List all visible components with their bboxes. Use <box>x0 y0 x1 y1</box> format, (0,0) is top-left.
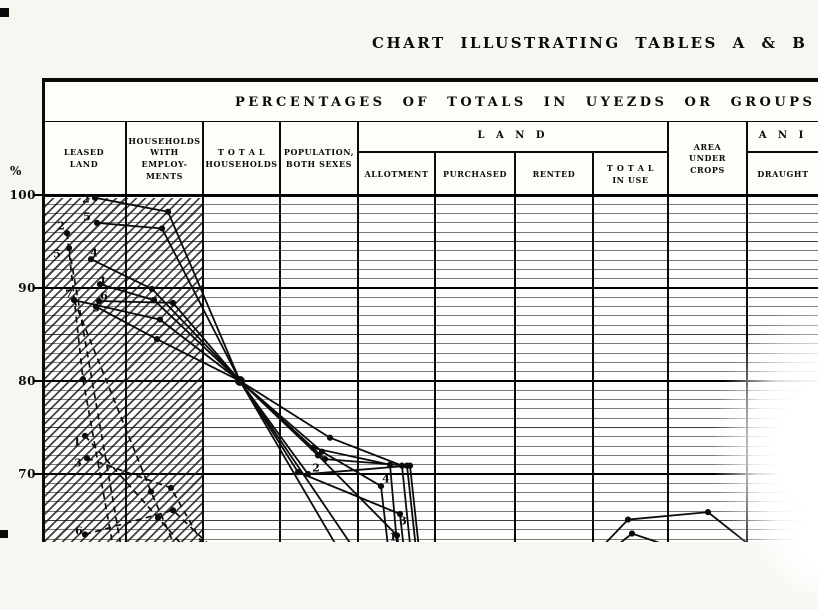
y-tick-mark <box>33 472 42 476</box>
gridline <box>42 399 818 401</box>
gridline <box>42 352 818 354</box>
col-header-allotment: ALLOTMENT <box>358 152 435 197</box>
series-number-label: 3 <box>92 301 100 315</box>
gridline <box>42 492 818 494</box>
gridline <box>42 529 818 531</box>
series-number-label: 3 <box>399 514 407 528</box>
y-tick-mark <box>33 193 42 197</box>
gridline <box>42 464 818 466</box>
series-number-label: 4 <box>90 246 98 260</box>
gridline <box>42 213 818 215</box>
gridline <box>42 427 818 429</box>
table-band: PERCENTAGES OF TOTALS IN UYEZDS OR GROUP… <box>42 78 818 125</box>
series-number-label: 5 <box>83 210 91 224</box>
scan-artifact-top-left <box>0 8 9 17</box>
series-number-label: 2 <box>57 219 65 233</box>
col-header-area-under-crops: AREA UNDER CROPS <box>668 121 747 197</box>
series-number-label: 1 <box>73 435 81 449</box>
col-header-rented: RENTED <box>515 152 593 197</box>
gridline <box>42 379 818 383</box>
column-boundary <box>667 197 669 542</box>
gridline <box>42 231 818 233</box>
y-axis-line <box>42 78 45 542</box>
series-number-label: 3 <box>74 456 82 470</box>
series-number-label: 5 <box>53 247 61 261</box>
gridline <box>42 436 818 438</box>
gridline <box>42 417 818 419</box>
y-tick-label: 70 <box>18 467 36 481</box>
gridline <box>42 334 818 336</box>
col-header-leased-land: LEASED LAND <box>42 121 126 197</box>
y-tick-mark <box>33 379 42 383</box>
gridline <box>42 472 818 476</box>
col-group-header-land: L A N D <box>358 121 668 152</box>
series-number-label: 2 <box>312 461 320 475</box>
gridline <box>42 250 818 252</box>
page-title: CHART ILLUSTRATING TABLES A & B <box>372 34 808 52</box>
gridline <box>42 343 818 345</box>
series-number-label: 2 <box>82 192 90 206</box>
series-number-label: 7 <box>65 287 73 301</box>
gridline <box>42 296 818 298</box>
gridline <box>42 408 818 410</box>
gridline <box>42 259 818 261</box>
gridline <box>42 324 818 326</box>
series-number-label: 1 <box>99 274 107 288</box>
series-number-label: 4 <box>382 472 390 486</box>
y-tick-mark <box>33 286 42 290</box>
gridline <box>42 538 818 540</box>
gridline <box>42 510 818 512</box>
col-header-total-in-use: T O T A L IN USE <box>593 152 668 197</box>
y-axis-unit-label: % <box>10 164 22 178</box>
y-tick-label: 80 <box>18 374 36 388</box>
series-number-label: 6 <box>75 524 83 538</box>
gridline <box>42 193 818 197</box>
series-number-label: 6 <box>100 289 108 303</box>
column-boundary <box>279 197 281 542</box>
gridline <box>42 389 818 391</box>
gridline <box>42 241 818 243</box>
gridline <box>42 361 818 363</box>
col-header-draught: DRAUGHT <box>747 152 818 197</box>
column-boundary <box>202 197 204 542</box>
gridline <box>42 520 818 522</box>
gridline <box>42 268 818 270</box>
gridline <box>42 306 818 308</box>
col-header-total-households: T O T A L HOUSEHOLDS <box>203 121 280 197</box>
column-boundary <box>434 197 436 542</box>
gridline <box>42 222 818 224</box>
y-tick-label: 90 <box>18 281 36 295</box>
col-group-header-animals: A N I <box>747 121 818 152</box>
gridline <box>42 501 818 503</box>
hatch-households-column <box>126 198 203 542</box>
gridline <box>42 482 818 484</box>
gridline <box>42 445 818 447</box>
column-boundary <box>125 197 127 542</box>
gridline <box>42 203 818 205</box>
gridline <box>42 278 818 280</box>
column-boundary <box>514 197 516 542</box>
column-boundary <box>592 197 594 542</box>
gridline <box>42 286 818 290</box>
scan-artifact-bottom-left <box>0 530 8 538</box>
y-tick-label: 100 <box>9 188 36 202</box>
column-boundary <box>746 197 748 542</box>
gridline <box>42 315 818 317</box>
table-band-title: PERCENTAGES OF TOTALS IN UYEZDS OR GROUP… <box>235 95 818 110</box>
column-boundary <box>357 197 359 542</box>
gridline <box>42 371 818 373</box>
col-header-population-both-sexes: POPULATION, BOTH SEXES <box>280 121 358 197</box>
col-header-purchased: PURCHASED <box>435 152 515 197</box>
gridline <box>42 454 818 456</box>
series-number-label: 1 <box>389 530 397 544</box>
col-header-households-with-employments: HOUSEHOLDS WITH EMPLOY- MENTS <box>126 121 203 197</box>
